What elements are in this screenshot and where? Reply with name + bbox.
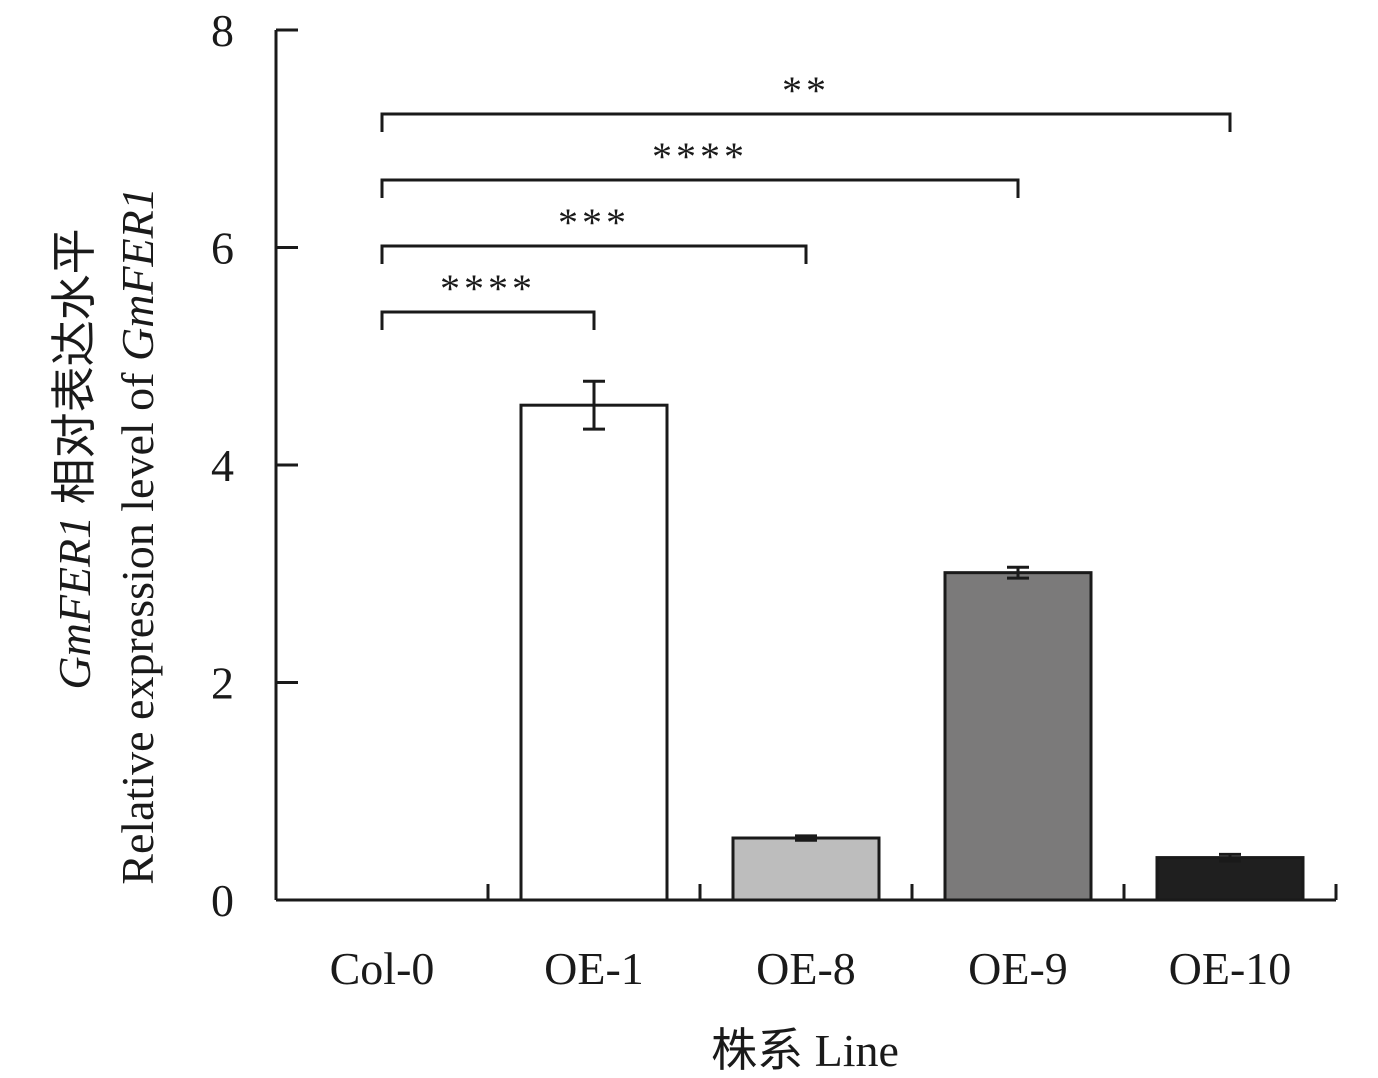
y-axis-title-line1-italic: GmFER1 [49, 516, 100, 690]
y-tick-label: 6 [211, 223, 234, 274]
error-bar-oe-10 [1219, 852, 1241, 863]
bar-oe-8 [731, 836, 881, 902]
x-axis-title: 株系 Line [711, 1025, 899, 1076]
x-tick-label: OE-8 [756, 943, 856, 994]
error-bar-oe-1 [583, 379, 605, 431]
significance-bracket: **** [380, 266, 596, 330]
error-bars [583, 379, 1241, 863]
bar-oe-1 [519, 403, 669, 902]
significance-brackets: ************* [380, 68, 1232, 330]
y-tick-label: 4 [211, 440, 234, 491]
significance-label: *** [558, 200, 630, 245]
bracket-line [380, 310, 596, 330]
significance-label: **** [440, 266, 536, 311]
y-axis: 0 2 4 6 8 [211, 5, 298, 926]
bracket-line [380, 178, 1020, 198]
significance-bracket: *** [380, 200, 808, 264]
bars [519, 403, 1305, 902]
y-axis-title-line2: Relative expression level of GmFER1 [112, 187, 163, 884]
x-tick-label: OE-9 [968, 943, 1068, 994]
x-tick-label: Col-0 [330, 943, 435, 994]
error-bar-oe-9 [1007, 565, 1029, 580]
y-tick-label: 2 [211, 658, 234, 709]
y-axis-title-line2-italic: GmFER1 [112, 187, 163, 361]
y-axis-title-line2-text: Relative expression level of [112, 361, 163, 885]
bracket-line [380, 112, 1232, 132]
x-tick-label: OE-1 [544, 943, 644, 994]
significance-label: **** [652, 134, 748, 179]
x-axis: Col-0 OE-1 OE-8 OE-9 OE-10 [276, 884, 1338, 994]
significance-bracket: ** [380, 68, 1232, 132]
x-tick-label: OE-10 [1169, 943, 1292, 994]
significance-label: ** [782, 68, 830, 113]
y-tick-label: 0 [211, 875, 234, 926]
y-axis-title-line1-rest: 相对表达水平 [49, 228, 100, 516]
bracket-line [380, 244, 808, 264]
y-axis-title-line1: GmFER1 相对表达水平 [49, 228, 100, 689]
bar-oe-10 [1155, 856, 1305, 902]
y-tick-label: 8 [211, 5, 234, 56]
bar-oe-9 [943, 571, 1093, 902]
error-bar-oe-8 [795, 834, 817, 842]
significance-bracket: **** [380, 134, 1020, 198]
